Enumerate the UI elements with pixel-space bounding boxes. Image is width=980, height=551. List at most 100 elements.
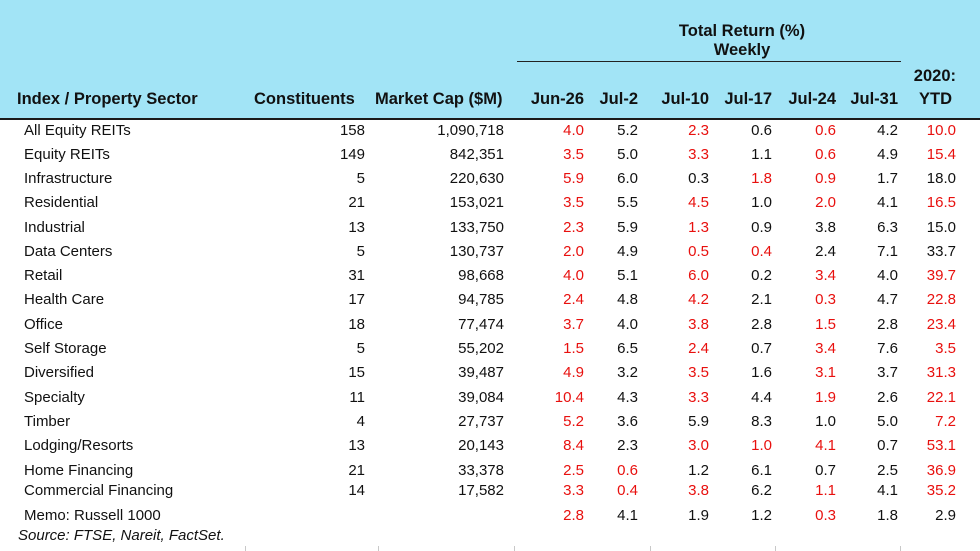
constituents-value: 13 — [348, 437, 365, 454]
row-label: Health Care — [24, 291, 105, 308]
row-label: Residential — [24, 194, 99, 211]
return-value-jul2: 0.6 — [617, 462, 638, 479]
return-value-jul31: 1.7 — [877, 170, 898, 187]
col-header-jul31: Jul-31 — [850, 90, 898, 108]
return-value-jul31: 4.1 — [877, 194, 898, 211]
return-value-ytd: 16.5 — [926, 194, 956, 211]
return-value-ytd: 23.4 — [926, 316, 956, 333]
return-value-jun26: 4.9 — [563, 364, 584, 381]
return-value-jul24: 0.6 — [815, 146, 836, 163]
return-value-ytd: 15.4 — [926, 146, 956, 163]
return-value-jul10: 1.2 — [688, 462, 709, 479]
market-cap-value: 130,737 — [449, 243, 504, 260]
market-cap-value: 153,021 — [449, 194, 504, 211]
return-value-jun26: 4.0 — [563, 267, 584, 284]
return-value-jul17: 8.3 — [751, 413, 772, 430]
return-value-jul2: 5.0 — [617, 146, 638, 163]
return-value-jul24: 1.1 — [815, 482, 836, 499]
market-cap-value: 27,737 — [458, 413, 504, 430]
return-value-jul17: 0.7 — [751, 340, 772, 357]
return-value-jul10: 3.3 — [688, 389, 709, 406]
return-value-jul17: 0.6 — [751, 122, 772, 139]
return-value-jul10: 6.0 — [688, 267, 709, 284]
return-value-jul17: 1.1 — [751, 146, 772, 163]
return-value-jun26: 5.9 — [563, 170, 584, 187]
return-value-jul24: 0.3 — [815, 291, 836, 308]
table-header: Total Return (%) Weekly Index / Property… — [0, 0, 980, 120]
market-cap-value: 55,202 — [458, 340, 504, 357]
return-value-jul31: 0.7 — [877, 437, 898, 454]
return-value-jul17: 2.8 — [751, 316, 772, 333]
constituents-value: 18 — [348, 316, 365, 333]
return-value-jul24: 3.1 — [815, 364, 836, 381]
return-value-jun26: 4.0 — [563, 122, 584, 139]
constituents-value: 21 — [348, 194, 365, 211]
return-value-jul2: 0.4 — [617, 482, 638, 499]
row-label: All Equity REITs — [24, 122, 131, 139]
return-value-jul17: 1.8 — [751, 170, 772, 187]
return-value-jul2: 5.2 — [617, 122, 638, 139]
constituents-value: 31 — [348, 267, 365, 284]
col-divider-tick — [650, 546, 651, 551]
return-value-jul10: 0.5 — [688, 243, 709, 260]
row-label: Home Financing — [24, 462, 134, 479]
return-value-jul31: 5.0 — [877, 413, 898, 430]
return-value-jun26: 10.4 — [554, 389, 584, 406]
return-value-jul2: 2.3 — [617, 437, 638, 454]
group-header-line1: Total Return (%) — [678, 22, 806, 40]
return-value-jul31: 6.3 — [877, 219, 898, 236]
return-value-jul24: 1.9 — [815, 389, 836, 406]
return-value-jun26: 3.5 — [563, 146, 584, 163]
return-value-jul10: 3.5 — [688, 364, 709, 381]
return-value-jul2: 4.1 — [617, 507, 638, 524]
return-value-jun26: 5.2 — [563, 413, 584, 430]
return-value-jun26: 3.7 — [563, 316, 584, 333]
return-value-jul31: 4.7 — [877, 291, 898, 308]
market-cap-value: 94,785 — [458, 291, 504, 308]
return-value-jul10: 1.3 — [688, 219, 709, 236]
return-value-jul24: 0.7 — [815, 462, 836, 479]
return-value-jul31: 2.8 — [877, 316, 898, 333]
return-value-jul31: 4.0 — [877, 267, 898, 284]
return-value-ytd: 22.1 — [926, 389, 956, 406]
return-value-jul10: 4.2 — [688, 291, 709, 308]
return-value-jul17: 4.4 — [751, 389, 772, 406]
market-cap-value: 77,474 — [458, 316, 504, 333]
col-divider-tick — [378, 546, 379, 551]
return-value-jun26: 8.4 — [563, 437, 584, 454]
return-value-jul24: 0.9 — [815, 170, 836, 187]
row-label: Retail — [24, 267, 63, 284]
return-value-jul31: 1.8 — [877, 507, 898, 524]
constituents-value: 21 — [348, 462, 365, 479]
return-value-jul10: 3.3 — [688, 146, 709, 163]
col-header-jul2: Jul-2 — [599, 90, 638, 108]
col-header-jul10: Jul-10 — [661, 90, 709, 108]
row-label: Memo: Russell 1000 — [24, 507, 161, 524]
market-cap-value: 39,084 — [458, 389, 504, 406]
return-value-jul2: 4.3 — [617, 389, 638, 406]
market-cap-value: 20,143 — [458, 437, 504, 454]
col-divider-tick — [514, 546, 515, 551]
return-value-jul2: 5.5 — [617, 194, 638, 211]
return-value-jul17: 0.4 — [751, 243, 772, 260]
return-value-ytd: 35.2 — [926, 482, 956, 499]
row-label: Data Centers — [24, 243, 113, 260]
return-value-jul10: 5.9 — [688, 413, 709, 430]
return-value-jul10: 1.9 — [688, 507, 709, 524]
return-value-jul2: 4.8 — [617, 291, 638, 308]
market-cap-value: 98,668 — [458, 267, 504, 284]
return-value-jul10: 3.8 — [688, 316, 709, 333]
return-value-jul31: 4.1 — [877, 482, 898, 499]
group-header-line2: Weekly — [713, 41, 771, 59]
col-header-constituents: Constituents — [254, 90, 355, 108]
return-value-jun26: 2.3 — [563, 219, 584, 236]
return-value-ytd: 3.5 — [935, 340, 956, 357]
return-value-jun26: 3.3 — [563, 482, 584, 499]
return-value-jul17: 1.6 — [751, 364, 772, 381]
return-value-jul17: 1.2 — [751, 507, 772, 524]
return-value-jul10: 3.8 — [688, 482, 709, 499]
return-value-jul17: 2.1 — [751, 291, 772, 308]
market-cap-value: 39,487 — [458, 364, 504, 381]
constituents-value: 158 — [339, 122, 365, 139]
return-value-jul2: 6.0 — [617, 170, 638, 187]
